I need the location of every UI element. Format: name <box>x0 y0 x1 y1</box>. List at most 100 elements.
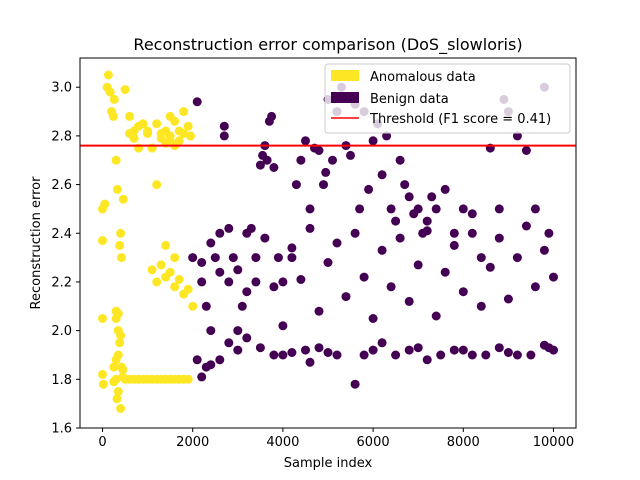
data-point-benign-data <box>359 350 369 360</box>
data-point-benign-data <box>413 204 423 214</box>
data-point-benign-data <box>291 180 301 190</box>
data-point-benign-data <box>305 357 315 367</box>
data-point-benign-data <box>386 204 396 214</box>
data-point-benign-data <box>422 355 432 365</box>
data-point-benign-data <box>481 350 491 360</box>
data-point-benign-data <box>377 170 387 180</box>
legend-label-threshold: Threshold (F1 score = 0.41) <box>369 112 551 127</box>
data-point-benign-data <box>255 160 265 170</box>
data-point-anomalous-data <box>179 107 189 117</box>
x-axis-label: Sample index <box>284 456 373 471</box>
data-point-benign-data <box>233 345 243 355</box>
data-point-benign-data <box>368 314 378 323</box>
data-point-benign-data <box>269 163 279 172</box>
data-point-benign-data <box>458 287 468 297</box>
data-point-benign-data <box>278 277 288 287</box>
data-point-anomalous-data <box>111 355 121 365</box>
data-point-anomalous-data <box>109 377 119 387</box>
y-axis-label: Reconstruction error <box>29 176 44 310</box>
data-point-benign-data <box>287 243 297 253</box>
data-point-benign-data <box>476 301 486 311</box>
data-point-benign-data <box>436 350 446 360</box>
y-tick-label: 2.0 <box>51 324 72 339</box>
chart-title: Reconstruction error comparison (DoS_slo… <box>133 35 522 55</box>
data-point-benign-data <box>458 345 468 355</box>
y-tick-label: 2.8 <box>51 129 72 144</box>
data-point-anomalous-data <box>117 253 126 263</box>
data-point-benign-data <box>314 306 324 316</box>
data-point-benign-data <box>350 379 360 389</box>
x-tick-label: 4000 <box>266 435 299 450</box>
data-point-benign-data <box>521 146 531 155</box>
data-point-benign-data <box>260 233 270 243</box>
data-point-benign-data <box>368 345 378 355</box>
data-point-anomalous-data <box>188 301 198 311</box>
data-point-benign-data <box>233 326 243 336</box>
data-point-anomalous-data <box>152 119 162 129</box>
data-point-benign-data <box>530 282 540 292</box>
data-point-benign-data <box>382 131 392 141</box>
data-point-benign-data <box>395 155 405 165</box>
data-point-benign-data <box>467 209 477 219</box>
data-point-anomalous-data <box>183 121 193 131</box>
data-point-benign-data <box>242 333 252 343</box>
data-point-anomalous-data <box>98 314 107 323</box>
data-point-benign-data <box>458 204 468 214</box>
data-point-benign-data <box>440 267 450 277</box>
data-point-anomalous-data <box>115 240 125 250</box>
data-point-benign-data <box>341 292 351 302</box>
data-point-anomalous-data <box>111 155 121 165</box>
data-point-benign-data <box>197 372 207 382</box>
data-point-anomalous-data <box>115 338 125 348</box>
data-point-benign-data <box>246 223 256 233</box>
data-point-anomalous-data <box>109 362 119 372</box>
data-point-benign-data <box>549 272 558 282</box>
data-point-benign-data <box>359 272 369 282</box>
data-point-benign-data <box>273 253 283 263</box>
data-point-benign-data <box>262 155 272 165</box>
data-point-anomalous-data <box>111 314 121 323</box>
data-point-benign-data <box>377 245 387 255</box>
data-point-anomalous-data <box>170 282 180 292</box>
plot-area-frame <box>79 57 577 429</box>
data-point-anomalous-data <box>116 228 126 238</box>
data-point-benign-data <box>278 321 288 331</box>
data-point-benign-data <box>251 253 261 263</box>
data-point-benign-data <box>215 355 225 365</box>
y-axis: 1.6 1.8 2.0 2.2 2.4 2.6 2.8 3.0 <box>51 81 80 437</box>
data-point-benign-data <box>431 311 441 321</box>
data-point-anomalous-data <box>156 260 166 270</box>
data-point-benign-data <box>323 348 333 357</box>
data-point-anomalous-data <box>98 236 107 246</box>
data-point-anomalous-data <box>161 240 171 250</box>
data-point-anomalous-data <box>174 126 184 136</box>
data-point-benign-data <box>404 192 414 202</box>
data-point-benign-data <box>427 192 437 202</box>
x-tick-label: 8000 <box>447 435 480 450</box>
data-point-benign-data <box>314 343 324 353</box>
data-point-benign-data <box>422 216 432 226</box>
data-point-benign-data <box>287 348 297 357</box>
data-point-benign-data <box>449 240 459 250</box>
data-point-benign-data <box>503 294 513 304</box>
data-point-anomalous-data <box>116 331 126 340</box>
legend-box <box>324 63 571 134</box>
y-tick-label: 2.4 <box>51 227 72 242</box>
data-point-anomalous-data <box>118 365 128 375</box>
data-point-benign-data <box>210 253 220 263</box>
data-point-benign-data <box>539 340 549 350</box>
data-point-benign-data <box>278 350 288 360</box>
data-point-benign-data <box>237 301 247 311</box>
data-point-benign-data <box>494 204 504 214</box>
data-point-anomalous-data <box>109 94 119 104</box>
legend-swatch-benign <box>331 92 359 103</box>
data-point-benign-data <box>215 267 225 277</box>
data-point-benign-data <box>323 258 333 267</box>
data-point-benign-data <box>368 136 378 146</box>
data-point-benign-data <box>503 348 513 357</box>
data-point-benign-data <box>287 253 297 263</box>
data-point-benign-data <box>197 277 207 287</box>
legend: Anomalous data Benign data Threshold (F1… <box>324 63 571 134</box>
data-point-benign-data <box>319 180 328 190</box>
